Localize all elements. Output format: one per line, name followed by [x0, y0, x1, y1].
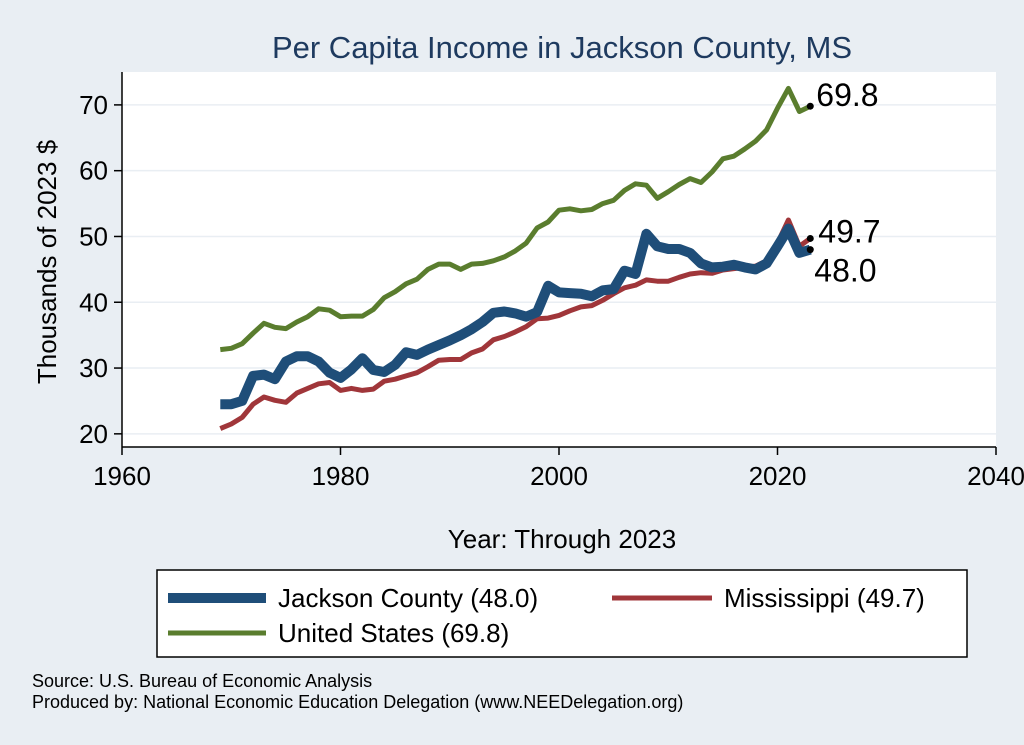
- x-tick-label-1960: 1960: [93, 461, 151, 491]
- source-note: Source: U.S. Bureau of Economic Analysis: [32, 671, 373, 691]
- y-tick-label-30: 30: [79, 353, 108, 383]
- end-marker-mississippi: [806, 234, 814, 242]
- y-tick-label-40: 40: [79, 287, 108, 317]
- legend: Jackson County (48.0) Mississippi (49.7)…: [156, 569, 968, 658]
- end-label-mississippi: 49.7: [818, 213, 880, 249]
- end-marker-united-states: [806, 102, 814, 110]
- series-line-united-states: [220, 85, 812, 353]
- legend-label-united-states: United States (69.8): [278, 618, 509, 648]
- y-tick-label-60: 60: [79, 156, 108, 186]
- legend-box: [156, 569, 968, 658]
- plot-area: [122, 72, 996, 447]
- chart-title: Per Capita Income in Jackson County, MS: [272, 30, 852, 65]
- x-tick-label-2040: 2040: [967, 461, 1024, 491]
- series-layer: [219, 85, 812, 431]
- axes: 20 30 40 50 60 70 1960 1980 2000 2020 2040: [79, 72, 1024, 491]
- x-axis-title: Year: Through 2023: [448, 524, 676, 554]
- y-axis-title: Thousands of 2023 $: [32, 139, 62, 384]
- gridlines: [122, 104, 996, 435]
- end-marker-jackson-county: [806, 246, 814, 254]
- y-tick-label-50: 50: [79, 221, 108, 251]
- end-label-jackson-county: 48.0: [814, 253, 876, 289]
- x-tick-label-1980: 1980: [312, 461, 370, 491]
- series-line-mississippi: [219, 217, 812, 431]
- end-labels: 48.0 49.7 69.8: [806, 77, 881, 289]
- x-tick-label-2020: 2020: [749, 461, 807, 491]
- producer-note: Produced by: National Economic Education…: [32, 692, 684, 712]
- series-line-jackson-county: [220, 223, 812, 410]
- legend-label-jackson-county: Jackson County (48.0): [278, 583, 538, 613]
- end-label-united-states: 69.8: [816, 77, 878, 113]
- x-tick-label-2000: 2000: [530, 461, 588, 491]
- legend-label-mississippi: Mississippi (49.7): [724, 583, 925, 613]
- y-tick-label-70: 70: [79, 90, 108, 120]
- y-tick-label-20: 20: [79, 419, 108, 449]
